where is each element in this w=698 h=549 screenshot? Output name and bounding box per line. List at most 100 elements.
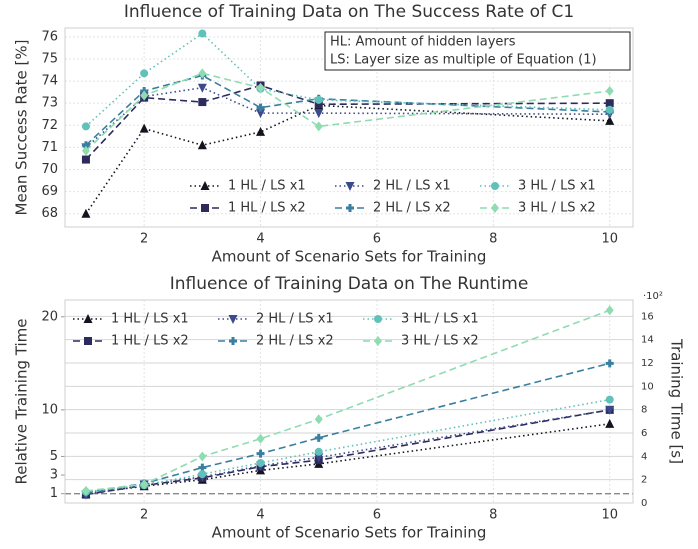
legend-label: 1 HL / LS x1 [228, 179, 306, 194]
y-tick-label: 71 [41, 140, 58, 155]
plot-frame [64, 27, 634, 228]
y-tick-label: 72 [41, 118, 58, 133]
marker [81, 208, 91, 218]
marker [256, 433, 265, 444]
marker [605, 99, 614, 108]
series-line [85, 409, 610, 496]
y-tick-label: 74 [41, 74, 58, 89]
x-tick-label: 6 [373, 508, 381, 523]
y-axis-label: Mean Success Rate [%] [13, 40, 31, 216]
series-line [85, 362, 610, 494]
marker [491, 182, 499, 190]
legend-label: 2 HL / LS x2 [373, 201, 451, 216]
marker [81, 122, 90, 131]
y-tick-label: 68 [41, 206, 58, 221]
marker [198, 98, 207, 107]
marker [314, 414, 323, 425]
marker [81, 145, 90, 156]
y-tick-label: 3 [50, 468, 58, 483]
y-tick-label: 76 [41, 29, 58, 44]
marker [314, 95, 323, 104]
marker [256, 103, 265, 112]
legend-label: 1 HL / LS x1 [111, 312, 189, 327]
marker [198, 470, 207, 479]
series-line [85, 74, 610, 146]
legend-label: 3 HL / LS x1 [518, 179, 596, 194]
marker [140, 479, 149, 490]
marker [200, 181, 210, 190]
plot-frame [64, 299, 634, 504]
marker [197, 140, 207, 150]
marker [374, 315, 382, 323]
y-tick-label: 5 [50, 449, 58, 464]
marker [83, 314, 93, 323]
annotation-text: HL: Amount of hidden layers [330, 35, 516, 50]
marker [314, 109, 324, 119]
marker [256, 126, 266, 136]
marker [256, 449, 265, 458]
marker [81, 155, 90, 164]
series-line [85, 409, 610, 496]
marker [374, 336, 382, 346]
marker [314, 121, 323, 132]
x-tick-label: 10 [601, 508, 618, 523]
marker [605, 115, 615, 125]
y-tick-label: 75 [41, 51, 58, 66]
y2-offset-label: ·10² [643, 291, 663, 302]
marker [140, 90, 149, 101]
marker [345, 182, 355, 191]
y2-tick-label: 6 [641, 428, 647, 439]
marker [201, 204, 209, 212]
marker [605, 86, 614, 97]
y-axis-label: Relative Training Time [13, 319, 31, 485]
legend-label: 1 HL / LS x2 [111, 334, 189, 349]
x-axis-label: Amount of Scenario Sets for Training [212, 524, 487, 542]
annotation-text: LS: Layer size as multiple of Equation (… [330, 53, 597, 68]
legend-label: 3 HL / LS x1 [401, 312, 479, 327]
marker [198, 463, 207, 472]
series-line [85, 104, 610, 215]
marker [198, 68, 207, 79]
legend-label: 2 HL / LS x2 [256, 334, 334, 349]
marker [314, 433, 323, 442]
marker [605, 418, 615, 428]
series-line [85, 86, 610, 149]
x-tick-label: 2 [140, 232, 148, 247]
marker [605, 105, 614, 114]
y-tick-label: 10 [41, 402, 58, 417]
legend-label: 3 HL / LS x2 [401, 334, 479, 349]
marker [198, 451, 207, 462]
marker [256, 458, 265, 467]
series-line [85, 32, 610, 127]
y2-tick-label: 16 [641, 311, 654, 322]
marker [605, 305, 614, 316]
marker [346, 204, 354, 212]
y-tick-label: 20 [41, 309, 58, 324]
x-tick-label: 6 [373, 232, 381, 247]
marker [198, 29, 207, 38]
marker [84, 337, 92, 345]
y2-tick-label: 10 [641, 381, 654, 392]
legend-label: 1 HL / LS x2 [228, 201, 306, 216]
marker [314, 447, 323, 456]
marker [81, 141, 90, 150]
y2-tick-label: 4 [641, 451, 647, 462]
x-tick-label: 8 [489, 232, 497, 247]
y2-axis-label: Training Time [s] [668, 338, 686, 464]
chart-title: Influence of Training Data on The Succes… [124, 2, 574, 22]
y2-tick-label: 2 [641, 475, 647, 486]
x-tick-label: 2 [140, 508, 148, 523]
marker [229, 337, 237, 345]
y2-tick-label: 14 [641, 335, 654, 346]
y2-tick-label: 0 [641, 498, 647, 509]
legend-label: 2 HL / LS x1 [256, 312, 334, 327]
marker [605, 395, 614, 404]
marker [81, 485, 90, 496]
series-line [85, 309, 611, 492]
series-line [85, 423, 610, 495]
x-axis-label: Amount of Scenario Sets for Training [212, 248, 487, 266]
x-tick-label: 8 [489, 508, 497, 523]
marker [605, 359, 614, 368]
marker [491, 203, 499, 213]
